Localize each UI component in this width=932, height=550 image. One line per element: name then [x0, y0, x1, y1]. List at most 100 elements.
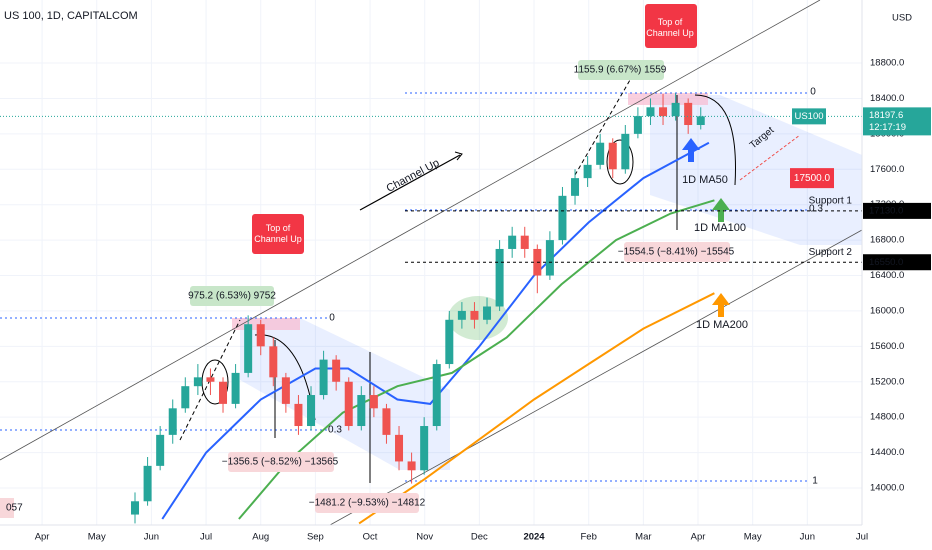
ma-line	[358, 292, 715, 525]
y-tick-label: 14400.0	[870, 447, 904, 458]
annotation-box	[252, 214, 304, 254]
arrow-up	[682, 138, 700, 162]
price-tag	[863, 202, 931, 219]
ma-line	[161, 141, 710, 520]
annotation-box	[315, 493, 419, 513]
price-tag	[863, 254, 931, 271]
candle-body	[684, 102, 693, 126]
candle-body	[168, 408, 177, 435]
candle-body	[633, 116, 642, 134]
candle-body	[520, 235, 529, 249]
x-tick-label: Apr	[35, 532, 50, 543]
chart-title: US 100, 1D, CAPITALCOM	[4, 10, 138, 22]
candle-body	[395, 434, 404, 462]
candle-body	[219, 381, 228, 404]
annotation-box	[624, 242, 730, 262]
target-text: 17500.0	[794, 173, 831, 184]
support-label: Support 2	[809, 247, 853, 258]
symbol-label: US100	[794, 111, 823, 122]
x-tick-label: Jul	[856, 532, 868, 543]
projection-zone	[650, 95, 862, 245]
annotation: −1554.5 (−8.41%) −15545	[618, 247, 735, 258]
candle-body	[256, 324, 265, 347]
ellipse	[606, 139, 634, 185]
annotation: 0.3	[809, 204, 823, 215]
annotation: 0	[329, 313, 335, 324]
flag	[574, 79, 631, 176]
candle-body	[181, 386, 190, 409]
x-tick-label: Jun	[800, 532, 815, 543]
candle-body	[357, 395, 366, 427]
x-tick-label: Oct	[363, 532, 378, 543]
candle-body	[294, 403, 303, 427]
x-tick-label: Sep	[307, 532, 324, 543]
candle-body	[281, 377, 290, 404]
annotation-box	[0, 498, 14, 518]
candle-body	[344, 381, 353, 427]
x-tick-label: Jul	[200, 532, 212, 543]
candle-body	[596, 142, 605, 165]
last-price-text: 18197.6	[869, 110, 903, 121]
candle-body	[407, 461, 416, 471]
price-tag-text: 16550.0	[869, 257, 903, 268]
annotation-box	[228, 452, 334, 472]
candle-body	[143, 465, 152, 502]
y-tick-label: 16800.0	[870, 235, 904, 246]
arrow	[359, 154, 461, 211]
x-tick-label: Feb	[581, 532, 597, 543]
candle-body	[382, 408, 391, 435]
candle-body	[457, 310, 466, 320]
annotation: 1	[812, 476, 818, 487]
annotation: 1D MA50	[682, 174, 728, 186]
y-tick-label: 17600.0	[870, 164, 904, 175]
last-price-tag	[863, 107, 931, 136]
candle-body	[621, 133, 630, 170]
x-tick-label: Mar	[635, 532, 651, 543]
y-tick-label: 18800.0	[870, 58, 904, 69]
candle-body	[671, 102, 680, 117]
annotation: Top of Channel Up	[646, 17, 694, 38]
annotation: Top of Channel Up	[254, 223, 302, 244]
symbol-tag	[792, 108, 826, 125]
annotation: 975.2 (6.53%) 9752	[188, 291, 276, 302]
candle-body	[558, 195, 567, 241]
candle-body	[470, 310, 479, 320]
grid	[0, 0, 863, 525]
arrow-up	[712, 293, 730, 317]
candle-body	[131, 501, 140, 515]
y-tick-label: 14000.0	[870, 483, 904, 494]
arrow-up	[712, 198, 730, 222]
candle-body	[307, 395, 316, 427]
countdown: 12:17:19	[869, 122, 906, 133]
candle-body	[608, 142, 617, 170]
annotation: −1481.2 (−9.53%) −14812	[309, 498, 426, 509]
x-tick-label: Nov	[416, 532, 433, 543]
price-axis	[862, 0, 932, 550]
x-tick-label: Dec	[471, 532, 488, 543]
y-tick-label: 18400.0	[870, 93, 904, 104]
candle-body	[646, 107, 655, 117]
y-tick-label: 15200.0	[870, 376, 904, 387]
annotation-box	[645, 4, 697, 48]
annotation: 057	[6, 503, 23, 514]
annotation: 0	[810, 87, 816, 98]
x-tick-label: Jun	[144, 532, 159, 543]
annotation-box	[578, 60, 664, 80]
x-tick-label: May	[744, 532, 762, 543]
y-tick-label: 16000.0	[870, 305, 904, 316]
annotation-box	[190, 286, 274, 306]
candle-body	[369, 395, 378, 409]
candle-body	[483, 306, 492, 320]
x-tick-label: Aug	[252, 532, 269, 543]
candle-body	[445, 319, 454, 365]
annotation: 1D MA100	[694, 222, 746, 234]
arrow-head	[454, 151, 463, 161]
x-tick-label: 2024	[523, 532, 545, 543]
candle-body	[420, 426, 429, 471]
annotation: 1D MA200	[696, 319, 748, 331]
annotation: 1155.9 (6.67%) 1559	[574, 65, 667, 76]
candle-body	[332, 359, 341, 382]
candle-body	[206, 377, 215, 382]
